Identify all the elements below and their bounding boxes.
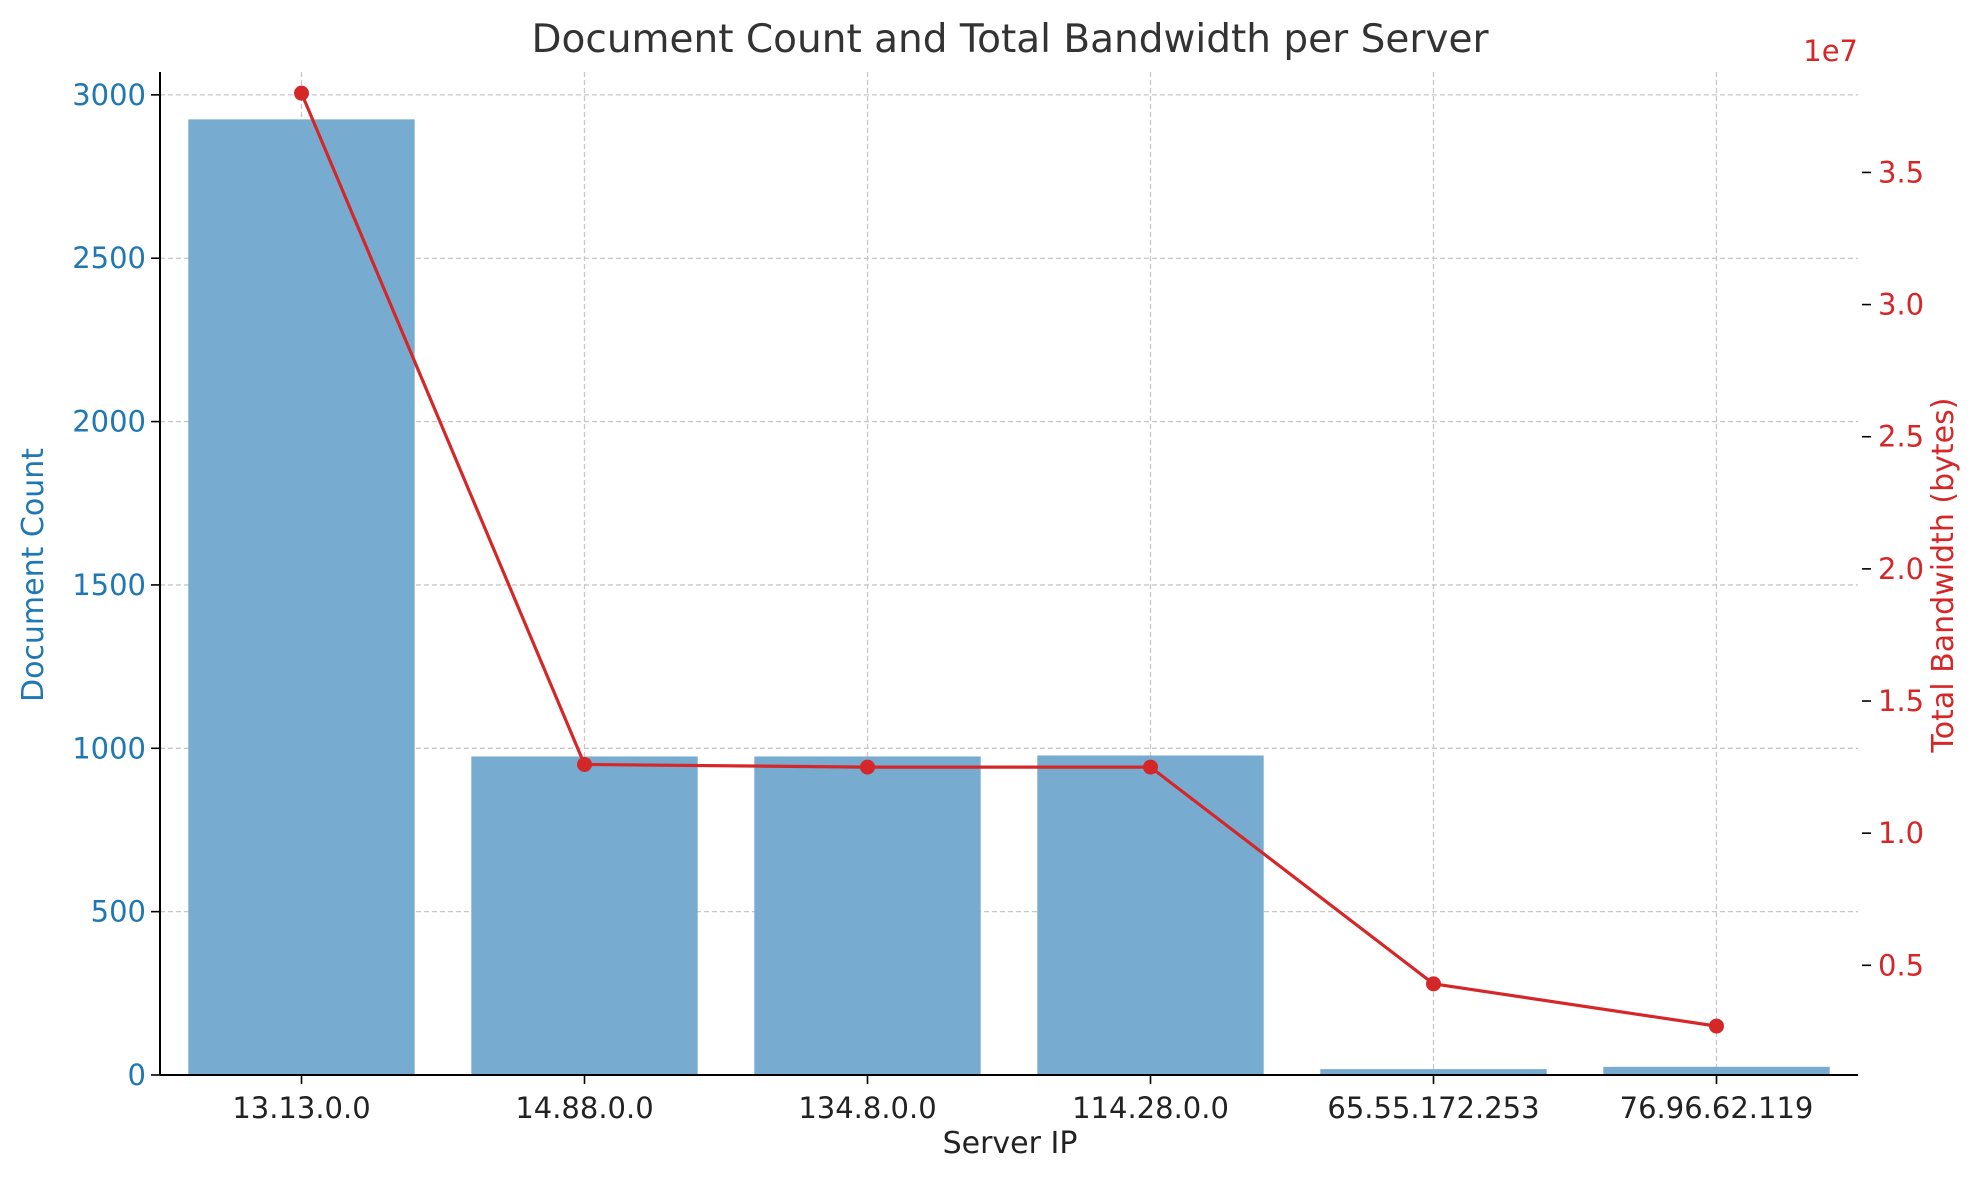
bar-134.8.0.0 [754, 756, 981, 1075]
axis-layer [159, 72, 1858, 1076]
right-axis-ticks: 0.5 1.0 1.5 2.0 2.5 3.0 3.5 [1862, 155, 1924, 982]
right-tick-label: 1.0 [1878, 816, 1924, 850]
x-tick-label: 65.55.172.253 [1327, 1091, 1539, 1125]
bandwidth-point-134.8.0.0 [860, 759, 875, 775]
bandwidth-point-14.88.0.0 [577, 756, 592, 772]
left-tick-label: 3000 [72, 78, 146, 112]
bandwidth-point-114.28.0.0 [1143, 759, 1158, 775]
x-axis-ticks: 13.13.0.0 14.88.0.0 134.8.0.0 114.28.0.0 65.… [232, 1075, 1813, 1125]
right-tick-label: 1.5 [1878, 684, 1924, 718]
left-tick-label: 1000 [72, 731, 146, 765]
bandwidth-point-13.13.0.0 [294, 85, 309, 101]
left-tick-label: 500 [91, 895, 146, 929]
bar-65.55.172.253 [1320, 1069, 1547, 1075]
bandwidth-point-76.96.62.119 [1709, 1018, 1724, 1034]
left-tick-label: 2000 [72, 405, 146, 439]
bar-13.13.0.0 [188, 119, 415, 1075]
left-tick-label: 0 [128, 1058, 146, 1092]
bar-14.88.0.0 [471, 756, 698, 1075]
bandwidth-point-65.55.172.253 [1426, 976, 1441, 992]
left-tick-label: 2500 [72, 241, 146, 275]
right-tick-label: 2.0 [1878, 552, 1924, 586]
bar-76.96.62.119 [1603, 1066, 1830, 1075]
right-tick-label: 3.0 [1878, 288, 1924, 322]
left-tick-label: 1500 [72, 568, 146, 602]
left-axis-title: Document Count [16, 448, 51, 702]
x-axis-title: Server IP [943, 1126, 1078, 1161]
right-tick-label: 2.5 [1878, 420, 1924, 454]
x-tick-label: 134.8.0.0 [798, 1091, 936, 1125]
x-tick-label: 13.13.0.0 [232, 1091, 370, 1125]
x-tick-label: 114.28.0.0 [1072, 1091, 1229, 1125]
left-axis-ticks: 0 500 1000 1500 2000 2500 3000 [72, 78, 160, 1092]
bar-layer [188, 119, 1830, 1075]
right-tick-label: 0.5 [1878, 948, 1924, 982]
chart-title: Document Count and Total Bandwidth per S… [531, 17, 1489, 62]
line-layer [294, 85, 1724, 1034]
right-axis-offset-text: 1e7 [1803, 34, 1858, 68]
bar-114.28.0.0 [1037, 755, 1264, 1075]
x-tick-label: 76.96.62.119 [1620, 1091, 1814, 1125]
x-tick-label: 14.88.0.0 [515, 1091, 653, 1125]
bandwidth-line [300, 92, 1717, 1028]
right-tick-label: 3.5 [1878, 155, 1924, 189]
right-axis-title: Total Bandwidth (bytes) [1926, 398, 1961, 754]
